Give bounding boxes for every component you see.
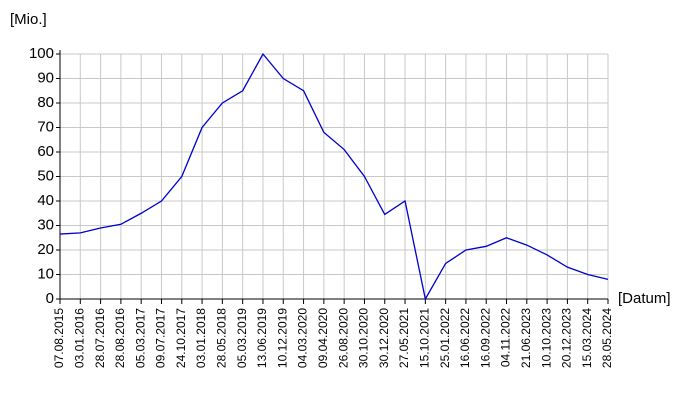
y-tick-label: 90	[37, 69, 54, 86]
x-tick-label: 13.06.2019	[255, 308, 269, 368]
x-tick-label: 15.03.2024	[580, 308, 594, 368]
x-tick-label: 10.12.2019	[275, 308, 289, 368]
x-tick-label: 30.12.2020	[377, 308, 391, 368]
y-tick-label: 80	[37, 94, 54, 111]
x-tick-label: 05.03.2017	[133, 308, 147, 368]
y-tick-label: 70	[37, 118, 54, 135]
x-tick-label: 16.09.2022	[478, 308, 492, 368]
x-tick-label: 04.11.2022	[499, 308, 513, 367]
x-tick-label: 24.10.2017	[174, 308, 188, 368]
y-tick-label: 60	[37, 143, 54, 160]
x-tick-label: 09.04.2020	[316, 308, 330, 368]
x-tick-label: 03.01.2016	[72, 308, 86, 368]
x-axis-label: [Datum]	[618, 290, 671, 307]
y-tick-label: 10	[37, 265, 54, 282]
y-tick-label: 30	[37, 216, 54, 233]
x-tick-label: 21.06.2023	[519, 308, 533, 368]
x-tick-label: 16.06.2022	[458, 308, 472, 368]
y-axis-label: [Mio.]	[10, 11, 47, 28]
y-tick-label: 40	[37, 192, 54, 209]
x-tick-label: 30.10.2020	[357, 308, 371, 368]
x-tick-label: 04.03.2020	[296, 308, 310, 368]
x-tick-label: 25.01.2022	[438, 308, 452, 368]
x-tick-label: 05.03.2019	[235, 308, 249, 368]
x-tick-label: 03.01.2018	[194, 308, 208, 368]
x-tick-label: 28.08.2016	[113, 308, 127, 368]
x-tick-label: 10.10.2023	[539, 308, 553, 368]
data-line	[59, 52, 609, 301]
x-tick-label: 27.05.2021	[397, 308, 411, 368]
x-tick-label: 20.12.2023	[560, 308, 574, 368]
x-tick-label: 28.07.2016	[93, 308, 107, 368]
y-tick-label: 20	[37, 241, 54, 258]
y-tick-label: 0	[46, 290, 54, 307]
y-tick-label: 50	[37, 167, 54, 184]
x-tick-label: 28.05.2018	[215, 308, 229, 368]
x-tick-label: 28.05.2024	[600, 308, 614, 368]
x-tick-label: 15.10.2021	[418, 308, 432, 368]
y-tick-label: 100	[29, 45, 54, 62]
x-tick-label: 26.08.2020	[336, 308, 350, 368]
x-tick-label: 07.08.2015	[52, 308, 66, 368]
x-tick-label: 09.07.2017	[154, 308, 168, 368]
